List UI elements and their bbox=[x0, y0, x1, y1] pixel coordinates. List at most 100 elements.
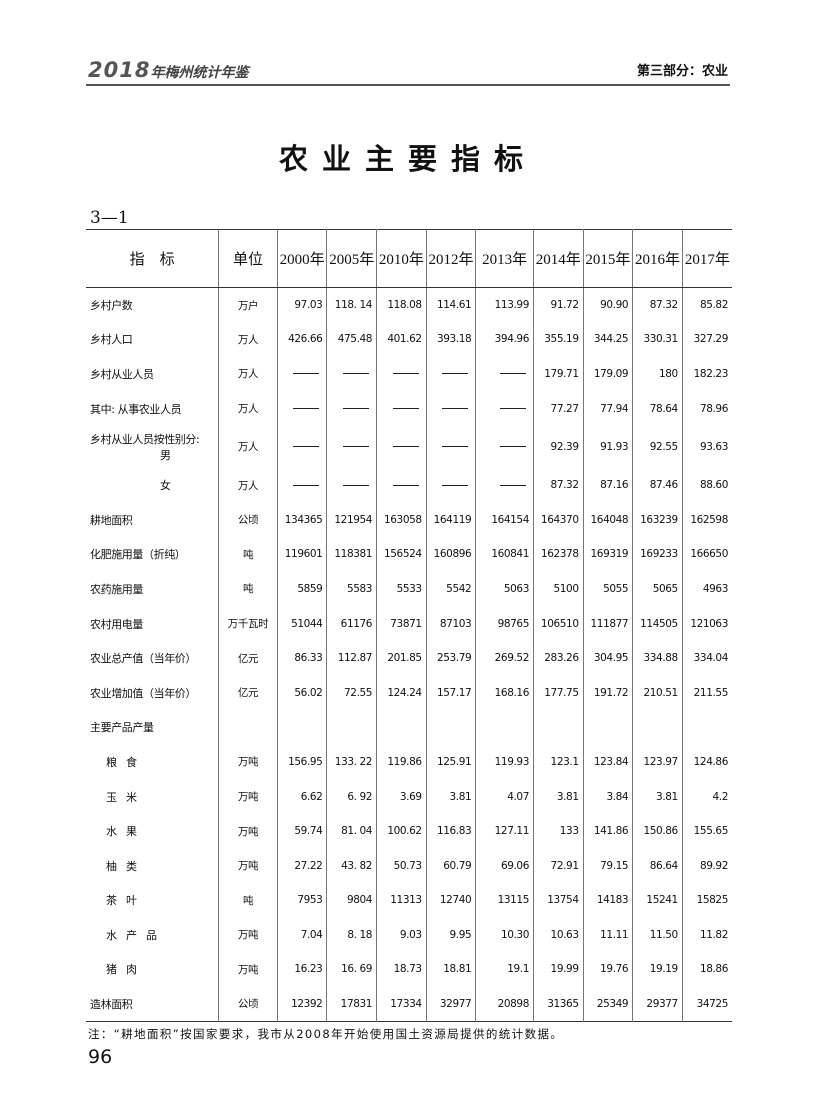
row-label-text: 乡村户数 bbox=[90, 299, 133, 313]
value-cell: 100.62 bbox=[376, 813, 427, 849]
value-cell: 13754 bbox=[533, 883, 584, 918]
column-header: 2016年 bbox=[632, 229, 683, 288]
value-cell: 156524 bbox=[376, 537, 427, 572]
dash-mark bbox=[500, 408, 526, 410]
value-cell: 15825 bbox=[681, 883, 732, 918]
value-cell: 118. 14 bbox=[326, 287, 377, 323]
row-label: 农业增加值（当年价） bbox=[86, 675, 219, 710]
value-cell: 210.51 bbox=[632, 675, 683, 711]
value-cell: 89.92 bbox=[681, 848, 732, 883]
table-number: 3—1 bbox=[90, 208, 129, 228]
unit-cell: 万吨 bbox=[218, 848, 278, 883]
value-cell: 93.63 bbox=[681, 425, 732, 468]
value-cell: 18.81 bbox=[425, 952, 476, 987]
dash-mark bbox=[500, 484, 526, 486]
column-header: 2012年 bbox=[425, 229, 476, 288]
value-cell: 124.86 bbox=[681, 744, 732, 780]
column-header: 2015年 bbox=[582, 229, 633, 288]
value-cell: 116.83 bbox=[425, 813, 476, 849]
row-label-text: 乡村从业人员按性别分: bbox=[90, 432, 200, 446]
value-cell: 179.71 bbox=[533, 356, 584, 392]
unit-cell: 亿元 bbox=[218, 675, 278, 711]
row-label: 造林面积 bbox=[86, 987, 219, 1022]
value-cell bbox=[475, 467, 534, 503]
value-cell: 304.95 bbox=[582, 640, 633, 676]
unit-cell: 万人 bbox=[218, 356, 278, 392]
value-cell: 5859 bbox=[276, 571, 327, 607]
value-cell: 334.04 bbox=[681, 640, 732, 676]
unit-cell: 万千瓦时 bbox=[218, 606, 278, 641]
value-cell: 3.84 bbox=[582, 779, 633, 814]
value-cell: 87.16 bbox=[582, 467, 633, 503]
value-cell bbox=[632, 710, 683, 745]
value-cell: 156.95 bbox=[276, 744, 327, 780]
value-cell: 133 bbox=[533, 813, 584, 849]
table-row: 耕地面积 公顷 134365 121954 163058 164119 164154 1643… bbox=[86, 502, 732, 538]
value-cell: 5055 bbox=[582, 571, 633, 607]
value-cell: 118381 bbox=[326, 537, 377, 572]
value-cell: 119.93 bbox=[475, 744, 534, 780]
row-label: 乡村从业人员按性别分: 男 bbox=[86, 426, 219, 468]
row-label-text: 其中: 从事农业人员 bbox=[90, 402, 182, 416]
value-cell: 59.74 bbox=[276, 813, 327, 849]
value-cell: 19.19 bbox=[632, 952, 683, 987]
value-cell: 98765 bbox=[475, 606, 534, 641]
row-label-text: 茶叶 bbox=[106, 894, 146, 908]
dash-mark bbox=[500, 373, 526, 375]
value-cell: 112.87 bbox=[326, 640, 377, 676]
value-cell: 355.19 bbox=[533, 322, 584, 357]
value-cell bbox=[533, 710, 584, 745]
table-row: 农业总产值（当年价） 亿元 86.33 112.87 201.85 253.79 269.5… bbox=[86, 640, 732, 676]
header-divider bbox=[86, 84, 730, 86]
value-cell bbox=[425, 391, 476, 426]
row-label-text: 农村用电量 bbox=[90, 617, 143, 631]
value-cell: 162378 bbox=[533, 537, 584, 572]
column-header: 2014年 bbox=[533, 229, 584, 288]
value-cell: 12392 bbox=[276, 986, 327, 1022]
value-cell: 72.55 bbox=[326, 675, 377, 711]
row-label-text: 粮食 bbox=[106, 755, 146, 769]
value-cell: 34725 bbox=[681, 986, 732, 1022]
yearbook-title: 年梅州统计年鉴 bbox=[150, 65, 249, 81]
table-row: 农业增加值（当年价） 亿元 56.02 72.55 124.24 157.17 168.16… bbox=[86, 675, 732, 711]
value-cell bbox=[475, 356, 534, 392]
table-row: 柚类 万吨 27.22 43. 82 50.73 60.79 69.06 72.91 79.15… bbox=[86, 848, 732, 883]
dash-mark bbox=[293, 484, 320, 486]
value-cell: 86.33 bbox=[276, 640, 327, 676]
value-cell: 87103 bbox=[425, 606, 476, 641]
row-label-text: 农业增加值（当年价） bbox=[90, 686, 196, 700]
row-label-text: 玉米 bbox=[106, 790, 146, 804]
value-cell: 77.94 bbox=[582, 391, 633, 426]
dash-mark bbox=[500, 446, 526, 448]
value-cell: 114.61 bbox=[425, 287, 476, 323]
dash-mark bbox=[293, 373, 320, 375]
value-cell: 118.08 bbox=[376, 287, 427, 323]
yearbook-header: 2018年梅州统计年鉴 bbox=[88, 58, 248, 82]
value-cell: 61176 bbox=[326, 606, 377, 641]
value-cell: 114505 bbox=[632, 606, 683, 641]
value-cell: 5100 bbox=[533, 571, 584, 607]
table-row: 玉米 万吨 6.62 6. 92 3.69 3.81 4.07 3.81 3.84 3.81 4.2 bbox=[86, 779, 732, 814]
unit-cell: 公顷 bbox=[218, 502, 278, 538]
value-cell: 69.06 bbox=[475, 848, 534, 883]
value-cell: 77.27 bbox=[533, 391, 584, 426]
value-cell bbox=[376, 710, 427, 745]
value-cell: 119.86 bbox=[376, 744, 427, 780]
value-cell: 60.79 bbox=[425, 848, 476, 883]
value-cell: 87.32 bbox=[533, 467, 584, 503]
table-row: 水产品 万吨 7.04 8. 18 9.03 9.95 10.30 10.63 11.11 11.… bbox=[86, 917, 732, 953]
table-row: 农药施用量 吨 5859 5583 5533 5542 5063 5100 5055 5065 49… bbox=[86, 571, 732, 607]
value-cell: 6.62 bbox=[276, 779, 327, 814]
value-cell: 25349 bbox=[582, 986, 633, 1022]
unit-cell: 万人 bbox=[218, 425, 278, 468]
value-cell: 394.96 bbox=[475, 322, 534, 357]
row-label-text: 农业总产值（当年价） bbox=[90, 652, 196, 666]
value-cell: 51044 bbox=[276, 606, 327, 641]
unit-cell: 万吨 bbox=[218, 779, 278, 814]
value-cell: 134365 bbox=[276, 502, 327, 538]
dash-mark bbox=[392, 446, 419, 448]
column-header: 指 标 bbox=[86, 229, 219, 288]
value-cell: 334.88 bbox=[632, 640, 683, 676]
row-label: 农药施用量 bbox=[86, 572, 219, 607]
value-cell: 123.84 bbox=[582, 744, 633, 780]
